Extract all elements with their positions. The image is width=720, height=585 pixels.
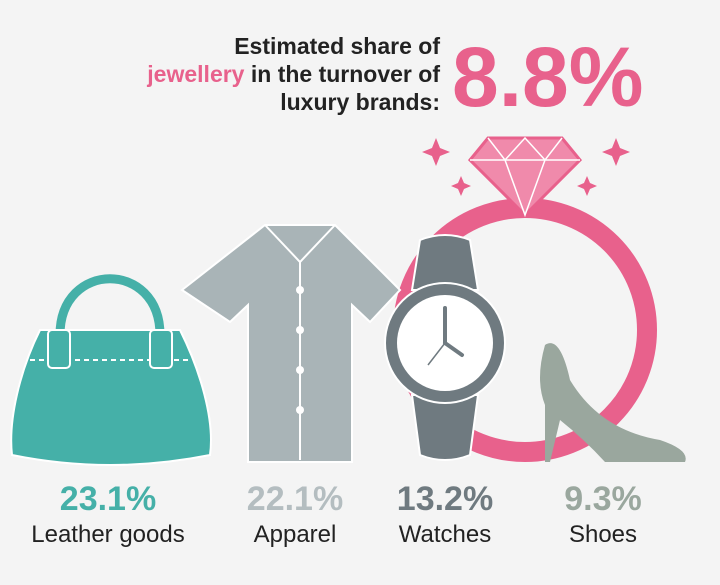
item-value: 22.1% <box>247 480 343 518</box>
headline-line: luxury brands: <box>280 89 440 115</box>
bag-icon <box>10 274 212 466</box>
item-label: Leather goods <box>31 521 184 548</box>
item-value: 9.3% <box>564 480 642 518</box>
item-label: Shoes <box>569 521 637 548</box>
item-value: 23.1% <box>60 480 156 518</box>
item-value: 13.2% <box>397 480 493 518</box>
highlight: jewellery <box>146 61 244 87</box>
headline-text: in the turnover of <box>251 61 440 87</box>
shoe-icon <box>540 343 686 462</box>
headline-line: jewellery in the turnover of <box>146 61 440 87</box>
item-label: Apparel <box>254 521 337 548</box>
headline-line: Estimated share of <box>234 33 440 59</box>
jewellery-share: 8.8% <box>452 30 643 124</box>
item-label: Watches <box>399 521 491 548</box>
shirt-icon <box>180 224 402 463</box>
watch-icon <box>384 234 506 461</box>
